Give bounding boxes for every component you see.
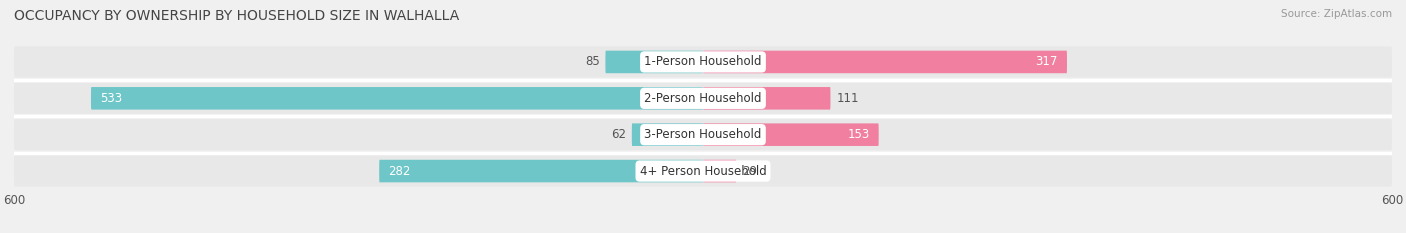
Text: 111: 111 [837, 92, 859, 105]
FancyBboxPatch shape [14, 156, 1392, 186]
FancyBboxPatch shape [91, 87, 703, 110]
Text: 153: 153 [848, 128, 869, 141]
FancyBboxPatch shape [703, 51, 1067, 73]
FancyBboxPatch shape [703, 87, 831, 110]
Text: 1-Person Household: 1-Person Household [644, 55, 762, 69]
FancyBboxPatch shape [703, 123, 879, 146]
Text: 3-Person Household: 3-Person Household [644, 128, 762, 141]
FancyBboxPatch shape [703, 160, 737, 182]
Text: 2-Person Household: 2-Person Household [644, 92, 762, 105]
FancyBboxPatch shape [14, 47, 1392, 77]
Text: 29: 29 [742, 164, 756, 178]
FancyBboxPatch shape [380, 160, 703, 182]
Text: 85: 85 [585, 55, 599, 69]
Text: 4+ Person Household: 4+ Person Household [640, 164, 766, 178]
Text: 533: 533 [100, 92, 122, 105]
FancyBboxPatch shape [14, 119, 1392, 150]
Text: 62: 62 [612, 128, 626, 141]
Text: OCCUPANCY BY OWNERSHIP BY HOUSEHOLD SIZE IN WALHALLA: OCCUPANCY BY OWNERSHIP BY HOUSEHOLD SIZE… [14, 9, 460, 23]
FancyBboxPatch shape [606, 51, 703, 73]
Text: 317: 317 [1035, 55, 1057, 69]
Text: 282: 282 [388, 164, 411, 178]
FancyBboxPatch shape [14, 83, 1392, 114]
FancyBboxPatch shape [631, 123, 703, 146]
Text: Source: ZipAtlas.com: Source: ZipAtlas.com [1281, 9, 1392, 19]
